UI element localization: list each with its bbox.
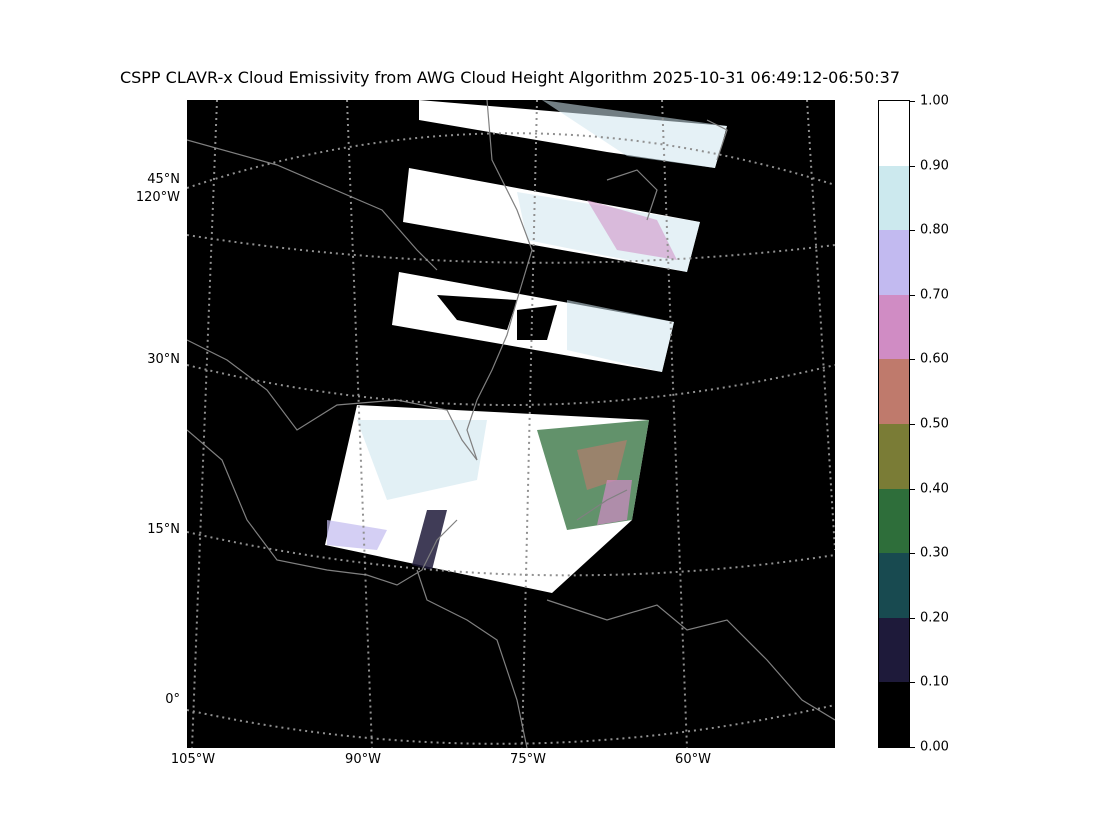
colorbar-segment — [879, 359, 909, 424]
colorbar-segment — [879, 488, 909, 554]
colorbar-segment — [879, 617, 909, 683]
colorbar-tick — [910, 617, 915, 619]
colorbar-tick-label: 0.60 — [920, 351, 949, 367]
map-canvas — [187, 100, 835, 748]
colorbar-tick — [910, 553, 915, 555]
lat-label-0: 0° — [165, 692, 180, 707]
colorbar-tick — [910, 682, 915, 684]
colorbar-tick-label: 1.00 — [920, 93, 949, 109]
colorbar — [878, 100, 910, 748]
colorbar-tick-label: 0.20 — [920, 610, 949, 626]
colorbar-tick — [910, 359, 915, 361]
coastlines — [187, 100, 835, 748]
satellite-swath — [412, 510, 447, 570]
colorbar-tick-label: 0.30 — [920, 545, 949, 561]
colorbar-tick-label: 0.10 — [920, 674, 949, 690]
colorbar-tick — [910, 101, 915, 102]
satellite-swath — [577, 440, 627, 490]
lat-label-30n: 30°N — [147, 352, 180, 367]
colorbar-tick — [910, 488, 915, 490]
colorbar-segment — [879, 294, 909, 360]
graticule — [187, 100, 835, 748]
colorbar-segment — [879, 553, 909, 618]
lon-label-60w: 60°W — [675, 752, 711, 767]
satellite-swath — [567, 300, 674, 372]
colorbar-segment — [879, 101, 909, 166]
colorbar-tick-label: 0.70 — [920, 287, 949, 303]
lat-label-15n: 15°N — [147, 522, 180, 537]
colorbar-tick — [910, 294, 915, 296]
satellite-swath — [542, 100, 727, 168]
lon-label-90w: 90°W — [345, 752, 381, 767]
colorbar-tick-label: 0.80 — [920, 222, 949, 238]
colorbar-tick — [910, 747, 915, 748]
colorbar-tick — [910, 230, 915, 232]
colorbar-tick-label: 0.00 — [920, 739, 949, 755]
colorbar-tick — [910, 165, 915, 167]
satellite-swath — [357, 420, 487, 500]
colorbar-segment — [879, 424, 909, 489]
colorbar-segment — [879, 230, 909, 295]
colorbar-tick-label: 0.90 — [920, 158, 949, 174]
colorbar-tick — [910, 424, 915, 425]
map-svg — [187, 100, 835, 748]
colorbar-segment — [879, 165, 909, 231]
colorbar-tick-label: 0.50 — [920, 416, 949, 432]
satellite-swath — [587, 200, 677, 260]
satellite-swath — [327, 520, 387, 550]
lon-label-75w: 75°W — [510, 752, 546, 767]
lon-label-105w: 105°W — [170, 752, 216, 767]
colorbar-tick-label: 0.40 — [920, 481, 949, 497]
map-title: CSPP CLAVR-x Cloud Emissivity from AWG C… — [119, 68, 901, 87]
lat-label-45n: 45°N — [147, 172, 180, 187]
satellite-swath — [517, 305, 557, 340]
satellite-swath — [437, 295, 517, 330]
colorbar-segment — [879, 682, 909, 747]
lon-label-120w-left: 120°W — [135, 190, 180, 205]
